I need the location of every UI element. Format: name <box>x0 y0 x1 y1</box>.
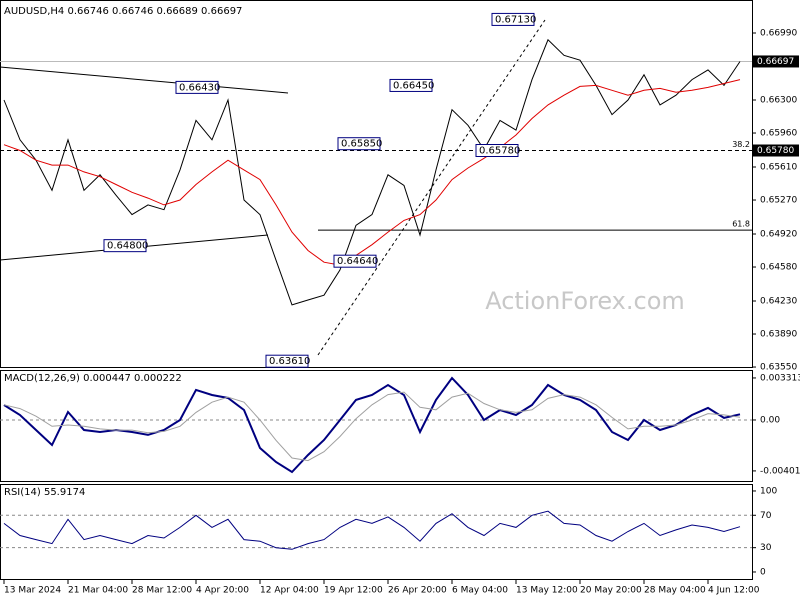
y-tick-label: 0.64230 <box>760 297 797 307</box>
x-tick-label: 13 May 12:00 <box>516 586 578 596</box>
y-tick-label: 0.63550 <box>760 363 797 373</box>
series-line <box>3 510 741 550</box>
trend-line <box>0 66 289 94</box>
fib-label: 38.2 <box>732 140 750 149</box>
y-tick-label: 0.64920 <box>760 230 797 240</box>
fib-label: 61.8 <box>732 220 750 229</box>
y-tick-label: 0.003313 <box>760 373 800 383</box>
y-tick-label: 0.65960 <box>760 129 797 139</box>
annotation-label: 0.66450 <box>393 80 434 91</box>
x-tick-label: 4 Jun 12:00 <box>708 586 760 596</box>
annotation-box <box>265 354 309 368</box>
annotation-label: 0.67130 <box>495 14 536 25</box>
y-tick-label: 30 <box>760 543 772 553</box>
x-tick-label: 4 Apr 20:00 <box>196 586 249 596</box>
x-tick-label: 12 Apr 04:00 <box>260 586 319 596</box>
x-tick-label: 19 Apr 12:00 <box>324 586 383 596</box>
x-tick-label: 20 May 20:00 <box>580 586 642 596</box>
annotation-label: 0.64640 <box>337 256 378 267</box>
y-tick-label: 0.65610 <box>760 163 797 173</box>
annotation-box <box>389 78 433 92</box>
y-tick-label: 0.64580 <box>760 263 797 273</box>
x-tick-label: 13 Mar 2024 <box>4 586 61 596</box>
annotation-box <box>175 80 219 94</box>
y-tick-label: -0.004016 <box>760 466 800 476</box>
y-tick-label: 0.00 <box>760 415 780 425</box>
price-marker <box>753 55 799 68</box>
series-line <box>3 376 741 474</box>
annotation-label: 0.65850 <box>341 139 382 150</box>
series-line <box>3 38 741 306</box>
macd-panel <box>0 370 753 482</box>
annotation-label: 0.65780 <box>479 146 520 157</box>
price-marker-label: 0.66697 <box>757 57 794 67</box>
annotation-label: 0.64800 <box>107 241 148 252</box>
series-line <box>3 79 741 266</box>
annotation-box <box>337 137 381 151</box>
y-tick-label: 0.66300 <box>760 96 797 106</box>
annotation-box <box>491 12 535 26</box>
annotation-box <box>475 144 519 158</box>
y-tick-label: 0 <box>760 567 766 577</box>
series-line <box>3 391 741 462</box>
macd-title: MACD(12,26,9) 0.000447 0.000222 <box>4 373 182 384</box>
rsi-panel <box>0 484 753 580</box>
y-tick-label: 100 <box>760 486 777 496</box>
chart-title: AUDUSD,H4 0.66746 0.66746 0.66689 0.6669… <box>4 6 242 17</box>
rsi-title: RSI(14) 55.9174 <box>4 487 85 498</box>
fib-base-line <box>317 19 546 356</box>
x-tick-label: 28 Mar 12:00 <box>132 586 192 596</box>
watermark: ActionForex.com <box>485 287 685 315</box>
y-tick-label: 0.63890 <box>760 330 797 340</box>
annotation-label: 0.66430 <box>179 82 220 93</box>
annotation-box <box>103 239 147 253</box>
x-tick-label: 26 Apr 20:00 <box>388 586 447 596</box>
annotation-box <box>333 254 377 268</box>
annotation-label: 0.63610 <box>269 356 310 367</box>
y-tick-label: 0.65270 <box>760 196 797 206</box>
x-tick-label: 21 Mar 04:00 <box>68 586 128 596</box>
y-tick-label: 70 <box>760 511 772 521</box>
price-marker-label: 0.65780 <box>757 146 794 156</box>
y-tick-label: 0.66990 <box>760 29 797 39</box>
x-tick-label: 28 May 04:00 <box>644 586 706 596</box>
price-marker <box>753 144 799 157</box>
x-tick-label: 6 May 04:00 <box>452 586 508 596</box>
